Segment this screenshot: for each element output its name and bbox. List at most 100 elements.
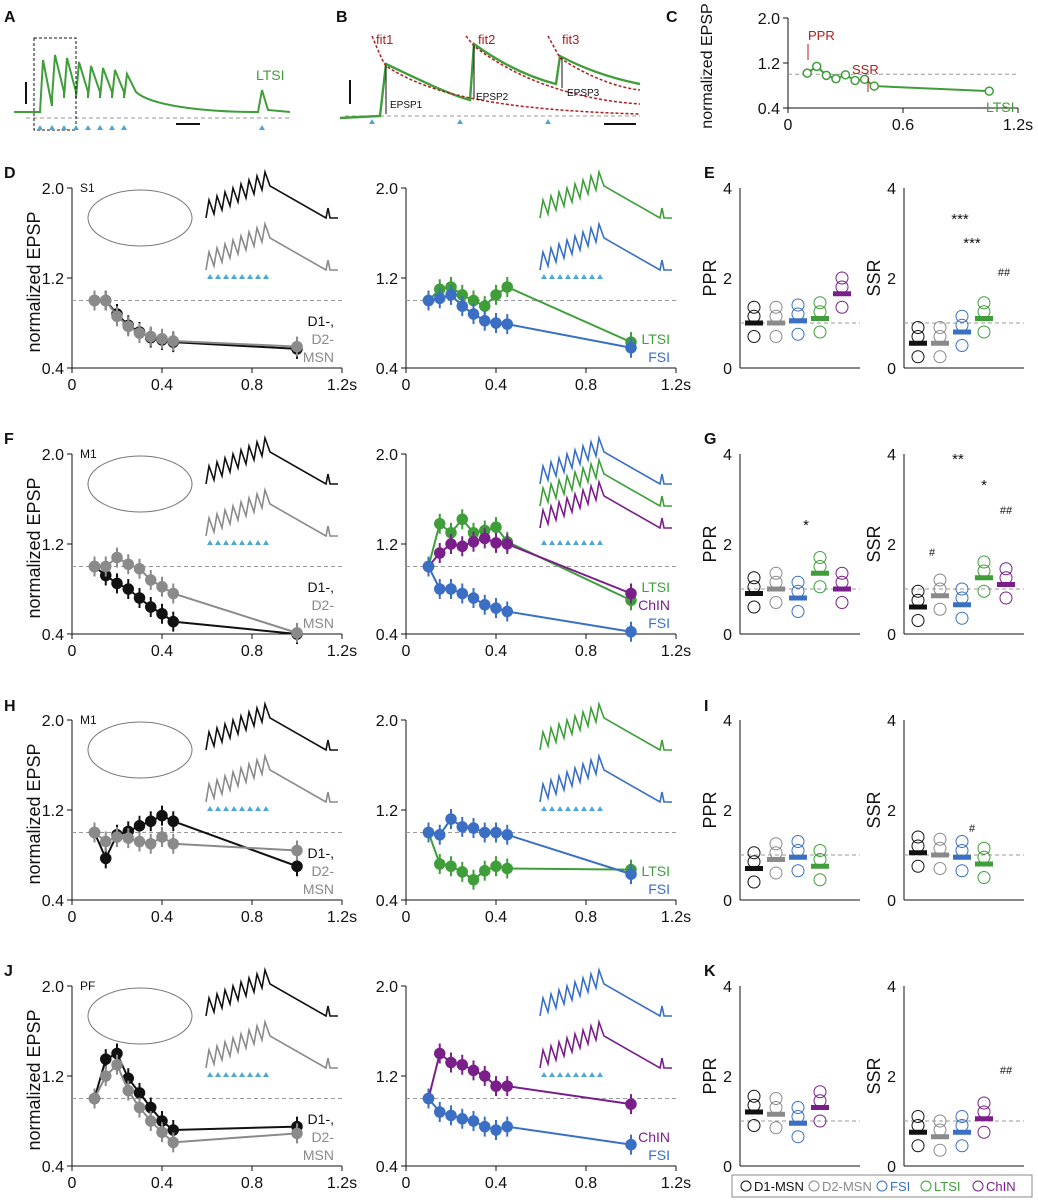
group-data-point [747,875,761,889]
group-data-point [747,855,761,869]
panel-letter-j: J [4,963,13,980]
group-data-point [769,1121,783,1135]
data-point [291,1127,303,1140]
data-point [88,1092,101,1105]
group-data-point [791,1130,805,1144]
fit-curve-2 [465,35,641,105]
group-data-point [791,307,805,321]
bar-metric-label: SSR [864,1057,884,1094]
group-data-point [911,593,925,607]
group-data-point [955,844,969,857]
group-mean-marker [767,857,785,862]
label-ssr: SSR [852,62,879,77]
data-point [479,1120,491,1133]
group-data-point [813,853,827,866]
y-tick-label: 4 [723,181,732,198]
trace-ltsi-a [14,54,291,114]
data-point [100,852,112,865]
data-point [456,540,468,552]
data-point [111,1059,123,1071]
legend-marker [740,1180,752,1192]
stim-marker [565,540,571,545]
group-mean-marker [745,1109,763,1115]
stim-marker [557,806,563,811]
x-tick-label: 0 [402,377,411,394]
legend-label: D1-MSN [754,1179,804,1194]
stim-marker [263,274,269,279]
data-point [490,1080,502,1092]
data-point [133,1087,146,1099]
y-tick-label: 0.4 [376,627,398,644]
stim-marker [97,125,103,130]
group-data-point [769,330,783,343]
series-label-left: D1-, [308,1111,334,1127]
group-data-point [955,591,969,605]
stim-marker [581,806,587,811]
zoom-box-a [33,37,77,131]
y-tick-label: 2.0 [376,447,398,464]
data-point [501,538,513,550]
y-tick-label: 1.2 [376,537,398,554]
x-tick-label: 0.8 [241,909,263,926]
group-data-point [955,611,969,625]
group-data-point [933,1114,947,1128]
x-tick-label: 0 [68,909,77,926]
group-data-point [769,1092,783,1105]
group-data-point [977,871,991,884]
data-point [467,308,480,320]
data-point [490,289,502,301]
bar-metric-label: SSR [864,791,884,828]
group-mean-marker [975,861,993,867]
y-tick-label: 0.4 [758,101,780,118]
group-mean-marker [811,1105,829,1110]
data-point [88,826,101,839]
y-tick-label: 2.0 [376,979,398,996]
group-data-point [977,1105,991,1119]
group-mean-marker [931,593,949,599]
data-point [490,537,502,549]
group-data-point [911,350,925,364]
label-ltsi-c: LTSI [986,99,1015,115]
group-data-point [791,605,805,618]
data-point [467,1064,480,1077]
group-data-point [791,1110,805,1123]
y-axis-label: normalized EPSP [24,743,44,884]
data-point [122,1084,134,1097]
group-data-point [747,580,761,594]
trace-inset [539,752,672,804]
group-mean-marker [953,1129,971,1135]
region-label: S1 [80,181,95,195]
data-point [111,310,123,322]
group-data-point [977,325,991,339]
data-point [167,815,179,827]
group-mean-marker [953,329,971,335]
bar-metric-label: PPR [700,1057,720,1094]
data-point [812,61,822,72]
stim-marker [255,1072,261,1077]
stim-marker [49,125,55,130]
data-point [467,874,480,886]
data-point [490,317,502,329]
y-tick-label: 2 [887,1069,896,1086]
data-point [490,602,502,614]
series-label-right: FSI [648,615,670,631]
group-data-point [769,837,783,851]
data-point [445,538,457,550]
data-point [145,601,157,613]
group-mean-marker [953,854,971,860]
stim-marker [121,125,127,130]
stim-marker [597,274,603,279]
group-data-point [791,1101,805,1114]
y-tick-label: 0 [723,893,732,910]
y-tick-label: 0 [887,627,896,644]
series-line-ltsi [427,517,632,602]
y-tick-label: 2.0 [376,181,398,198]
data-point [167,838,179,850]
y-tick-label: 2 [723,271,732,288]
x-tick-label: 0.4 [485,377,507,394]
data-point [490,521,502,533]
stim-marker [215,1072,221,1077]
group-data-point [999,591,1013,605]
fit-curve-1 [371,35,641,115]
brain-slice-icon [87,987,193,1045]
